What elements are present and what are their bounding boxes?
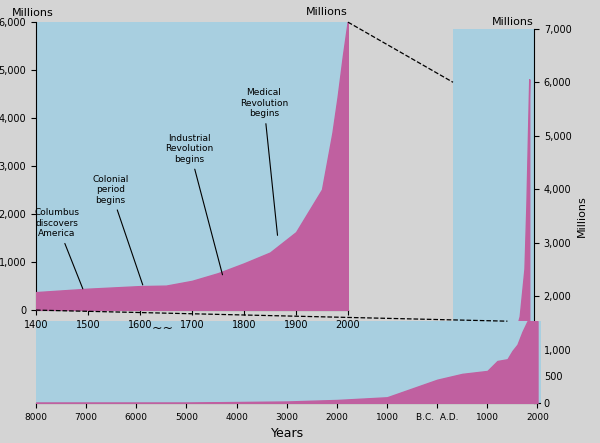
- Text: Industrial
Revolution
begins: Industrial Revolution begins: [165, 134, 223, 275]
- Text: Colonial
period
begins: Colonial period begins: [92, 175, 143, 285]
- X-axis label: Years: Years: [271, 427, 305, 440]
- Text: ~~: ~~: [152, 322, 178, 334]
- Y-axis label: Millions: Millions: [577, 195, 587, 237]
- Text: Millions: Millions: [492, 17, 534, 27]
- Text: Millions: Millions: [306, 7, 348, 17]
- Text: Medical
Revolution
begins: Medical Revolution begins: [239, 88, 288, 235]
- Text: Millions: Millions: [12, 8, 54, 18]
- Text: Columbus
discovers
America: Columbus discovers America: [34, 208, 83, 289]
